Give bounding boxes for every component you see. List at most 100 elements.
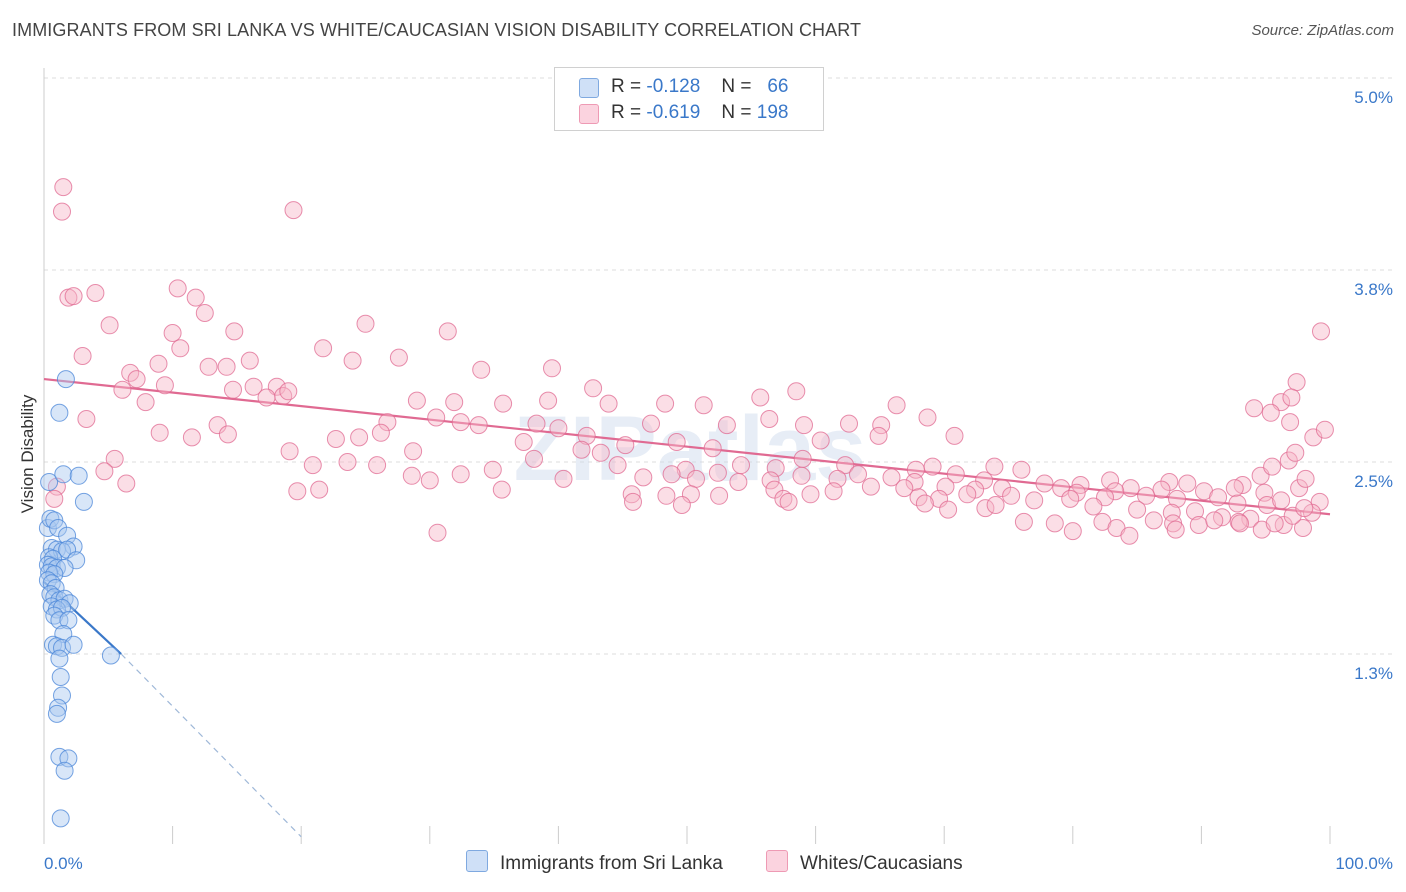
whites-point [1084,497,1103,516]
whites-point [350,428,369,447]
legend-r-value: -0.619 [646,102,701,123]
whites-point [113,380,132,399]
whites-point [824,482,843,501]
sri-lanka-point [56,370,75,389]
trend-lines [43,377,1331,838]
sri-lanka-point [49,519,68,537]
whites-point [1295,499,1314,518]
legend-n-value: 66 [767,76,789,97]
whites-point [624,492,642,511]
whites-point [1012,460,1031,479]
axes [43,68,1331,844]
whites-point [45,489,64,508]
bottom-legend-swatch-sri-lanka [466,850,488,872]
whites-point [1225,479,1244,498]
whites-point [105,449,124,468]
whites-point [280,442,299,461]
whites-point [1274,516,1293,534]
whites-point [918,408,937,427]
whites-point [77,410,96,428]
sri-lanka-point [69,466,88,485]
whites-point [288,482,307,501]
whites-point [1261,403,1280,422]
sri-lanka-trend-extension [120,653,302,838]
whites-trend-line [43,377,1331,516]
whites-point [1128,500,1147,519]
whites-point [975,471,994,490]
sri-lanka-point [59,611,78,630]
whites-point [492,480,511,499]
whites-point [1258,496,1276,514]
whites-point [760,410,779,428]
whites-point [136,393,155,412]
whites-point [993,479,1012,498]
whites-point [514,433,533,451]
whites-point [1152,480,1171,499]
whites-point [622,485,641,504]
y-tick-label: 5.0% [1354,88,1393,107]
y-tick-label: 2.5% [1354,472,1393,491]
whites-point [887,396,906,415]
sri-lanka-point [101,646,120,665]
whites-point [338,453,357,471]
whites-point [1281,413,1300,432]
whites-point [195,304,214,322]
sri-lanka-point [47,704,66,723]
whites-point [1282,388,1301,407]
whites-point [1205,511,1224,530]
whites-point [1228,494,1247,513]
whites-point [149,354,168,373]
whites-point [494,394,513,413]
legend-n-value: 198 [756,102,789,123]
whites-point [976,499,995,518]
bottom-legend-label: Whites/Caucasians [800,853,963,874]
whites-point [483,460,502,479]
whites-point [958,485,977,504]
whites-point [584,379,603,398]
whites-point [572,440,591,459]
whites-point [801,485,820,504]
whites-point [1229,512,1248,531]
whites-point [326,430,345,448]
sri-lanka-point [54,465,73,484]
sri-lanka-point [50,649,69,668]
whites-point [150,423,169,442]
whites-point [284,201,303,220]
whites-point [882,468,901,487]
whites-point [986,496,1005,514]
whites-point [303,456,322,475]
grid [44,77,1392,655]
sri-lanka-point [50,747,69,766]
y-axis-label: Vision Disability [18,394,37,513]
whites-point [1061,489,1080,508]
legend-r-label: R = [611,76,642,97]
whites-point [1178,474,1197,493]
whites-point [1186,502,1204,521]
whites-point [279,382,298,401]
whites-point [199,357,218,376]
whites-point [861,477,880,496]
whites-point [451,465,470,484]
y-tick-label: 3.8% [1354,280,1393,299]
whites-point [218,425,237,444]
whites-point [1189,516,1208,534]
whites-point [1294,519,1312,537]
legend-swatch-sri-lanka [579,78,599,98]
whites-point [525,449,543,468]
whites-point [703,439,722,458]
source-credit: Source: ZipAtlas.com [1251,22,1394,39]
whites-point [945,426,964,445]
whites-point [1209,488,1228,507]
whites-point [915,494,934,513]
whites-point [811,431,830,450]
correlation-legend: R = -0.128 N = 66 R = -0.619 N = 198 [554,67,824,131]
whites-point [1272,491,1291,510]
whites-point [577,426,596,445]
whites-point [472,360,491,379]
whites-point [1290,479,1309,498]
whites-point [869,426,888,445]
whites-point [836,456,855,475]
whites-point [314,339,333,358]
whites-point [543,359,561,378]
bottom-legend-sri-lanka: Immigrants from Sri Lanka [466,850,723,875]
